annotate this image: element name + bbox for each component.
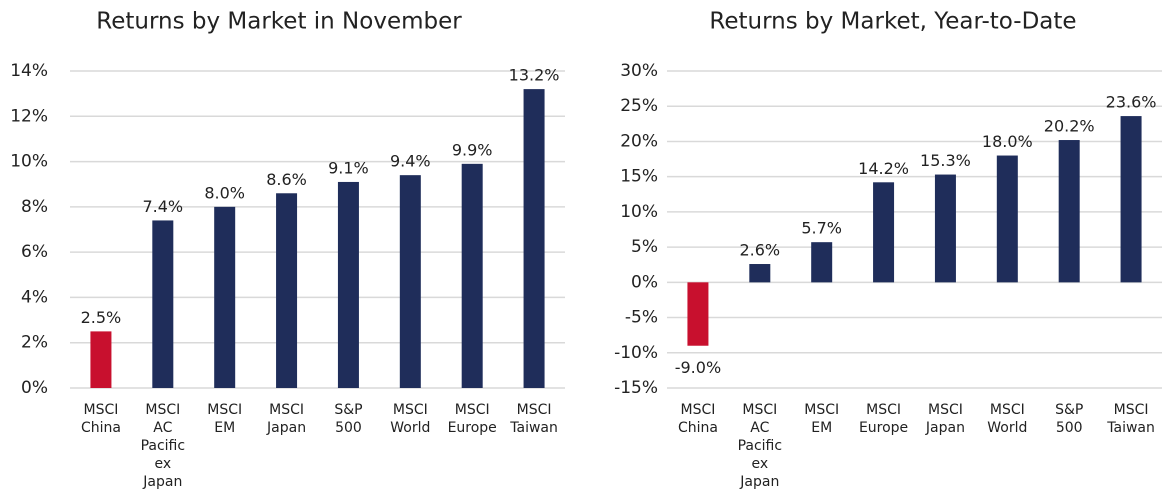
x-tick-label: MSCI AC Pacific ex Japan [140, 402, 186, 490]
y-tick-label: -10% [614, 343, 658, 363]
bar [214, 206, 236, 388]
y-tick-label: 10% [620, 202, 658, 222]
y-tick-label: 6% [21, 242, 48, 262]
x-tick-label: MSCI Japan [267, 402, 307, 436]
x-tick-label: MSCI AC Pacific ex Japan [737, 402, 783, 490]
x-tick-label: MSCI Europe [858, 402, 909, 436]
bar [996, 155, 1018, 283]
y-tick-label: 25% [620, 96, 658, 116]
y-tick-label: 4% [21, 287, 48, 307]
y-tick-label: 30% [620, 61, 658, 81]
y-tick-label: 2% [21, 333, 48, 353]
data-label: 9.9% [452, 140, 493, 159]
data-label: 9.4% [390, 152, 431, 171]
bar [1058, 140, 1080, 283]
y-tick-label: 0% [21, 378, 48, 398]
bar [749, 264, 771, 283]
x-tick-label: MSCI China [80, 402, 121, 436]
bar [90, 331, 112, 388]
data-label: 23.6% [1106, 93, 1157, 112]
y-tick-label: -15% [614, 378, 658, 398]
y-tick-label: 5% [631, 237, 658, 257]
bar [934, 174, 956, 283]
data-label: 8.6% [266, 170, 307, 189]
data-label: 20.2% [1044, 117, 1095, 136]
y-tick-label: 8% [21, 197, 48, 217]
x-tick-label: S&P 500 [334, 402, 363, 436]
x-tick-label: MSCI EM [207, 402, 243, 436]
x-tick-label: MSCI World [390, 402, 431, 436]
y-tick-label: 15% [620, 167, 658, 187]
y-tick-label: 0% [631, 272, 658, 292]
chart-title: Returns by Market in November [96, 9, 462, 35]
data-label: 15.3% [920, 151, 971, 170]
data-label: 9.1% [328, 158, 369, 177]
data-label: 14.2% [858, 159, 909, 178]
data-label: -9.0% [675, 358, 721, 377]
data-label: 5.7% [801, 219, 842, 238]
x-tick-label: MSCI Japan [925, 402, 965, 436]
y-tick-label: 20% [620, 131, 658, 151]
data-label: 18.0% [982, 132, 1033, 151]
x-tick-label: MSCI EM [804, 402, 840, 436]
x-tick-label: MSCI Taiwan [510, 402, 558, 436]
x-tick-label: MSCI Taiwan [1107, 402, 1155, 436]
data-label: 8.0% [204, 183, 245, 202]
bar [152, 220, 174, 388]
y-tick-label: 10% [10, 152, 48, 172]
data-label: 2.6% [739, 241, 780, 260]
bar [1120, 116, 1142, 283]
x-tick-label: MSCI China [677, 402, 718, 436]
bar [461, 163, 483, 388]
bar [687, 282, 709, 346]
bar [337, 181, 359, 388]
y-tick-label: -5% [625, 308, 658, 328]
bar [276, 193, 298, 388]
chart-title: Returns by Market, Year-to-Date [709, 9, 1076, 35]
bar [399, 175, 421, 388]
y-tick-label: 14% [10, 61, 48, 81]
x-tick-label: MSCI Europe [447, 402, 497, 436]
x-tick-label: S&P 500 [1055, 402, 1084, 436]
bar [873, 182, 895, 283]
data-label: 13.2% [509, 66, 560, 85]
bar [523, 89, 545, 388]
y-tick-label: 12% [10, 106, 48, 126]
x-tick-label: MSCI World [987, 402, 1028, 436]
bar [811, 242, 833, 283]
data-label: 2.5% [81, 308, 122, 327]
data-label: 7.4% [142, 197, 183, 216]
